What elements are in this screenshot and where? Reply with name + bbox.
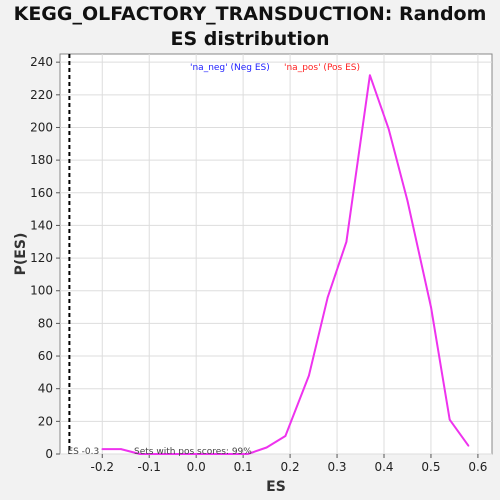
x-tick-label: 0.4	[374, 460, 393, 474]
pos-score-annotation: Sets with pos scores: 99%	[134, 447, 252, 457]
data-point	[223, 453, 226, 455]
y-tick-label: 160	[30, 186, 53, 200]
y-tick-label: 240	[30, 55, 53, 69]
x-tick-label: 0.0	[187, 460, 206, 474]
data-point	[265, 446, 268, 449]
x-tick-label: 0.2	[281, 460, 300, 474]
chart-title-line1: KEGG_OLFACTORY_TRANSDUCTION: Random	[13, 3, 487, 25]
data-point	[345, 240, 348, 243]
y-tick-label: 120	[30, 251, 53, 265]
data-point	[181, 453, 183, 455]
plot-area	[59, 53, 493, 455]
legend-entry: 'na_neg' (Neg ES)	[190, 63, 270, 73]
y-ticks: 0 20 40 60 80 100 120 140 160 180 200 220 240	[30, 55, 60, 461]
y-tick-label: 0	[45, 447, 53, 461]
data-point	[448, 418, 451, 421]
data-point	[308, 374, 310, 377]
data-point	[101, 448, 104, 450]
data-point	[430, 306, 432, 308]
chart-title-line2: ES distribution	[170, 28, 330, 50]
x-tick-label: 0.6	[468, 460, 487, 474]
data-point	[139, 453, 141, 455]
y-tick-label: 40	[38, 382, 53, 396]
data-point	[406, 200, 409, 202]
x-tick-label: -0.2	[91, 460, 114, 474]
x-axis-label: ES	[266, 479, 286, 495]
y-tick-label: 100	[30, 284, 53, 298]
data-point	[204, 453, 207, 455]
data-point	[369, 74, 371, 77]
threshold-label: ES -0.3	[67, 447, 99, 457]
y-tick-label: 140	[30, 218, 53, 232]
chart-title: KEGG_OLFACTORY_TRANSDUCTION: Random ES d…	[0, 2, 500, 52]
y-tick-label: 220	[30, 88, 53, 102]
data-point	[326, 296, 329, 299]
legend: 'na_neg' (Neg ES) 'na_pos' (Pos ES)	[190, 63, 360, 73]
x-ticks: -0.2 -0.1 0.0 0.1 0.2 0.3 0.4 0.5 0.6	[91, 454, 487, 474]
y-tick-label: 200	[30, 120, 53, 134]
data-point	[120, 448, 122, 450]
y-axis-label: P(ES)	[13, 233, 29, 276]
x-tick-label: 0.3	[327, 460, 346, 474]
threshold-line: ES -0.3	[67, 54, 99, 457]
y-tick-label: 60	[38, 349, 53, 363]
x-tick-label: 0.1	[234, 460, 253, 474]
data-point	[467, 445, 470, 447]
data-point	[162, 453, 165, 455]
x-tick-label: -0.1	[138, 460, 161, 474]
data-point	[247, 453, 249, 455]
y-tick-label: 180	[30, 153, 53, 167]
y-tick-label: 20	[38, 414, 53, 428]
series-group	[101, 74, 470, 455]
y-tick-label: 80	[38, 316, 53, 330]
legend-entry: 'na_pos' (Pos ES)	[284, 63, 360, 73]
data-point	[284, 435, 287, 437]
x-tick-label: 0.5	[421, 460, 440, 474]
data-point	[387, 128, 390, 130]
